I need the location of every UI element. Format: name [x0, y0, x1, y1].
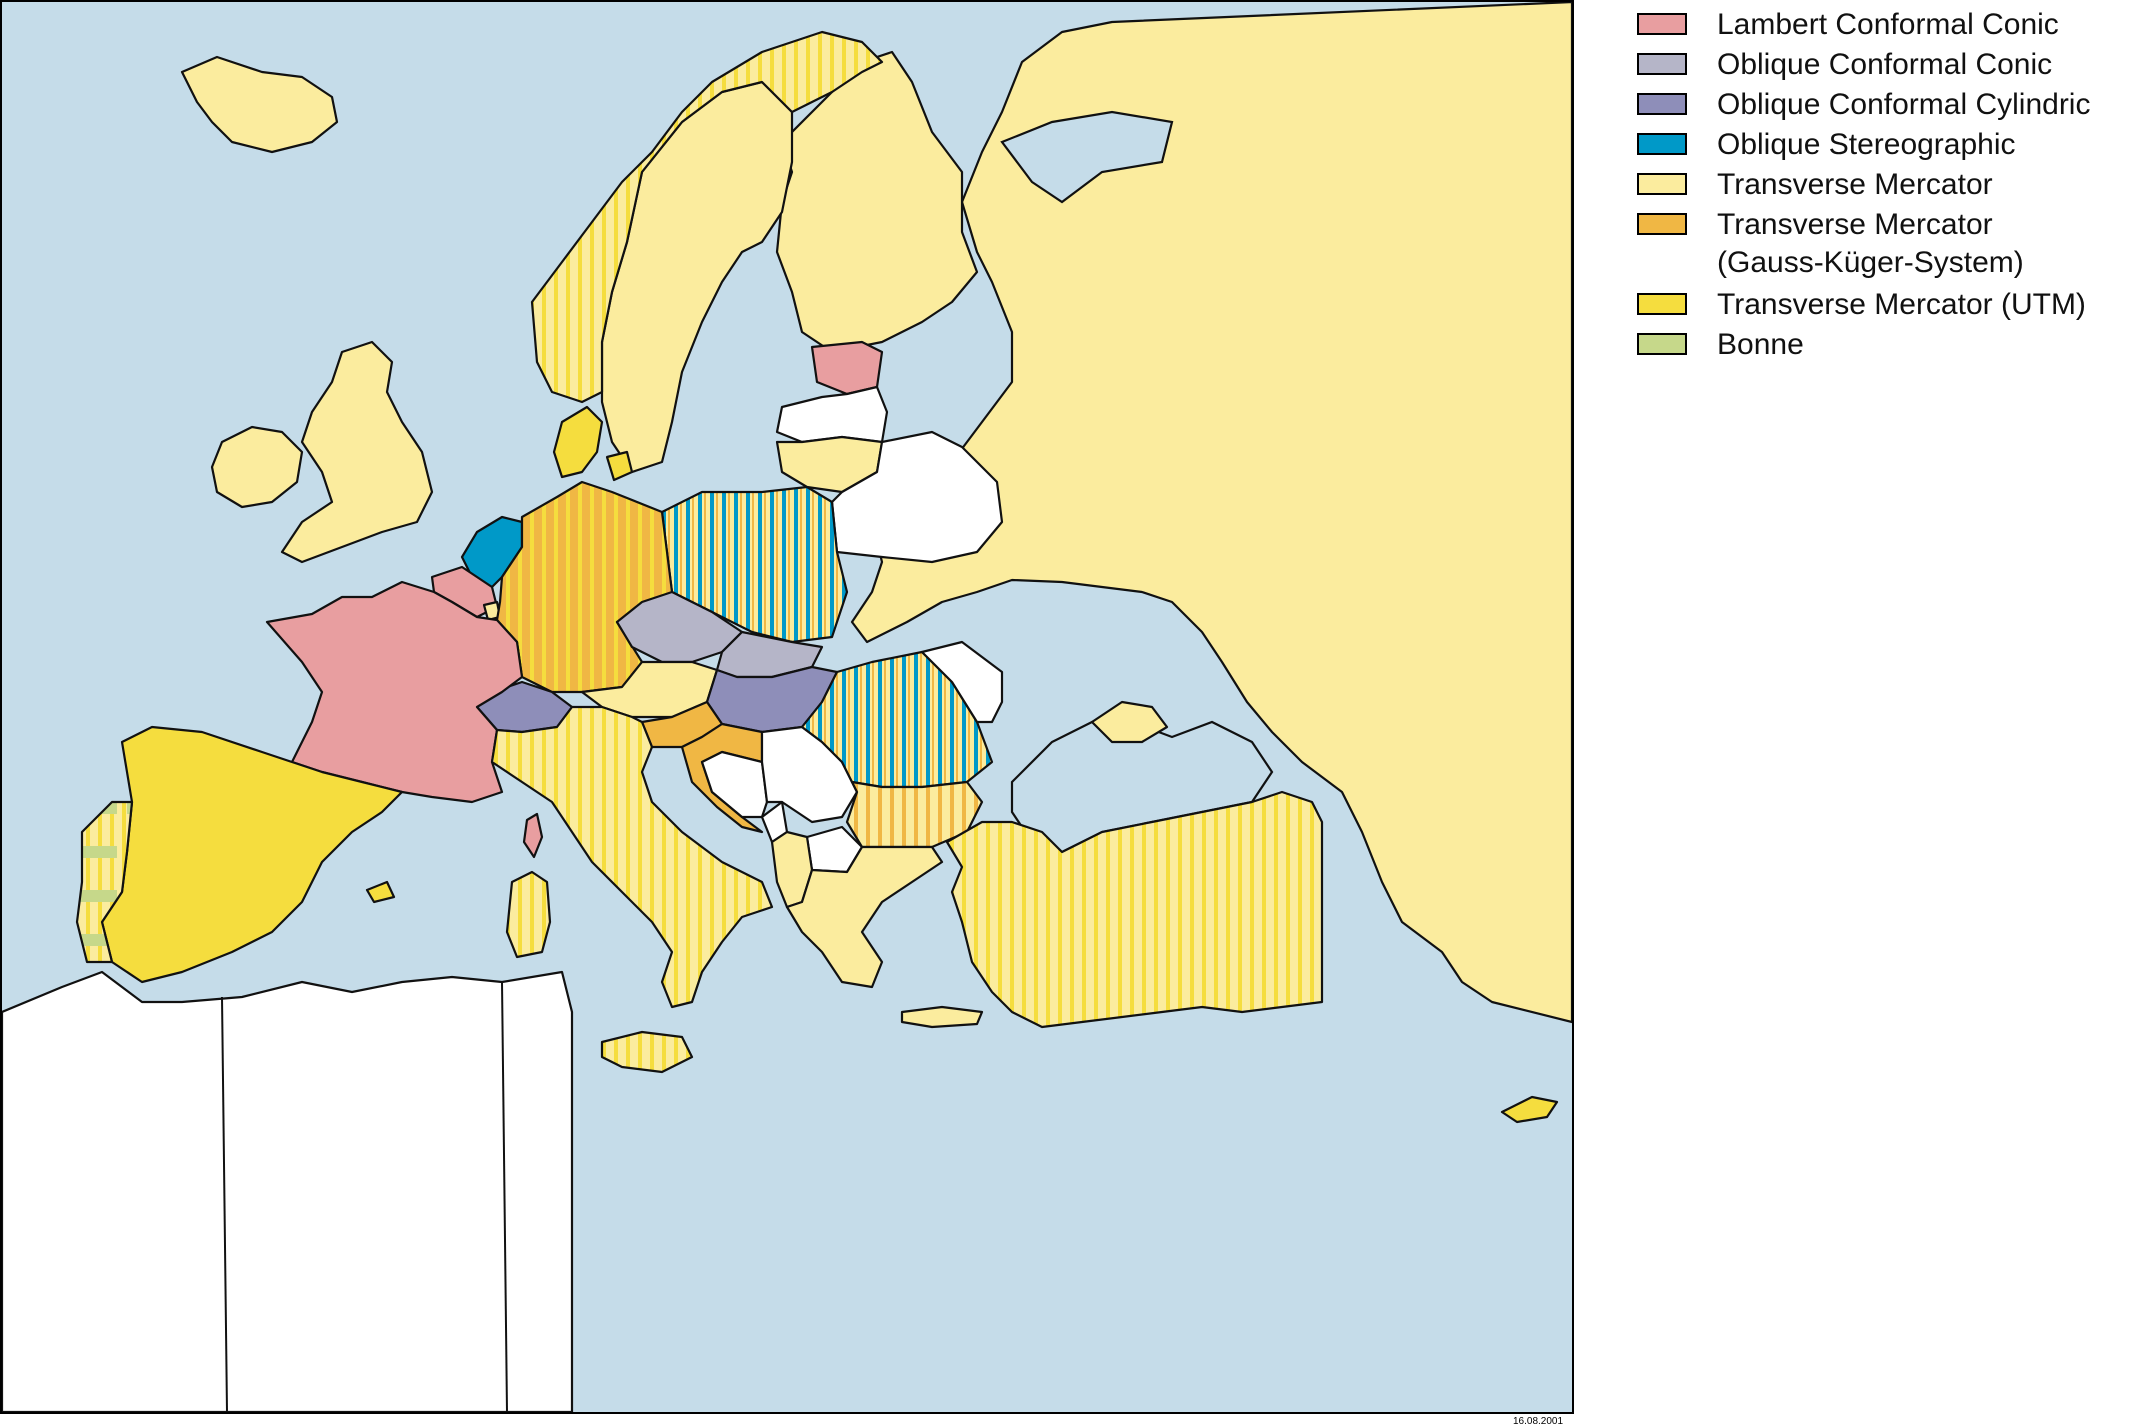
- white-sea: [1000, 110, 1174, 204]
- border-north-africa-2: [501, 981, 508, 1412]
- legend: Lambert Conformal Conic Oblique Conforma…: [1635, 4, 2135, 364]
- legend-label: Bonne: [1717, 328, 1804, 361]
- legend-item-oblique-cylindric: Oblique Conformal Cylindric: [1635, 84, 2135, 124]
- region-ireland: [210, 425, 304, 509]
- legend-item-gauss-kruger: Transverse Mercator (Gauss-Küger-System): [1635, 204, 2135, 284]
- legend-item-lambert: Lambert Conformal Conic: [1635, 4, 2135, 44]
- border-north-africa: [221, 996, 228, 1412]
- region-sardinia: [505, 870, 552, 959]
- legend-swatch: [1637, 173, 1687, 195]
- legend-swatch: [1637, 93, 1687, 115]
- map-date: 16.08.2001: [1513, 1416, 1564, 1427]
- legend-swatch: [1637, 333, 1687, 355]
- region-italy: [490, 705, 774, 1009]
- legend-swatch: [1637, 293, 1687, 315]
- legend-label: Transverse Mercator: [1717, 208, 1993, 241]
- region-greece: [785, 845, 944, 989]
- legend-swatch: [1637, 53, 1687, 75]
- region-portugal: [75, 800, 134, 964]
- region-latvia: [775, 385, 889, 444]
- legend-label: Transverse Mercator (UTM): [1717, 288, 2086, 321]
- region-denmark-islands: [605, 450, 634, 482]
- region-norway: [530, 30, 884, 404]
- region-bosnia: [700, 750, 769, 819]
- region-moldova: [920, 640, 1004, 724]
- region-finland: [775, 50, 979, 354]
- region-crete: [900, 1005, 984, 1029]
- legend-label: Oblique Conformal Cylindric: [1717, 88, 2091, 121]
- region-iceland: [180, 55, 339, 154]
- region-cyprus: [1500, 1095, 1559, 1124]
- europe-map: [2, 2, 1572, 1412]
- region-denmark: [552, 405, 604, 479]
- legend-label: Oblique Stereographic: [1717, 128, 2016, 161]
- legend-item-utm: Transverse Mercator (UTM): [1635, 284, 2135, 324]
- map-panel: [0, 0, 1574, 1414]
- legend-swatch: [1637, 213, 1687, 235]
- region-corsica: [522, 812, 544, 859]
- legend-item-oblique-conic: Oblique Conformal Conic: [1635, 44, 2135, 84]
- region-sicily: [600, 1030, 694, 1074]
- region-north-africa: [2, 970, 574, 1412]
- legend-label: Oblique Conformal Conic: [1717, 48, 2053, 81]
- region-turkey: [945, 790, 1324, 1029]
- region-crimea: [1090, 700, 1169, 744]
- legend-swatch: [1637, 13, 1687, 35]
- region-russia: [850, 2, 1572, 1024]
- legend-swatch: [1637, 133, 1687, 155]
- legend-item-bonne: Bonne: [1635, 324, 2135, 364]
- legend-sublabel: (Gauss-Küger-System): [1717, 246, 2024, 279]
- region-uk: [280, 340, 434, 564]
- region-balearic: [365, 880, 396, 904]
- legend-label: Lambert Conformal Conic: [1717, 8, 2059, 41]
- legend-item-tm: Transverse Mercator: [1635, 164, 2135, 204]
- region-belarus: [830, 430, 1004, 564]
- legend-item-oblique-stereo: Oblique Stereographic: [1635, 124, 2135, 164]
- legend-label: Transverse Mercator: [1717, 168, 1993, 201]
